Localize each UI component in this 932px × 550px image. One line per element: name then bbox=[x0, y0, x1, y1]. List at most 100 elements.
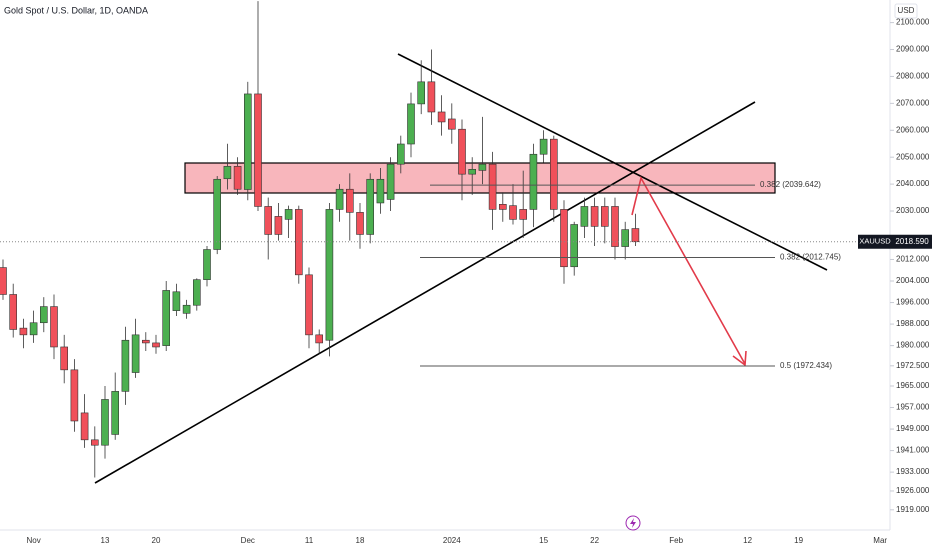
candle-body bbox=[111, 391, 119, 435]
y-tick-label: 2060.000 bbox=[896, 125, 930, 134]
candle-body bbox=[60, 346, 69, 371]
fib-label: 0.382 (2012.745) bbox=[780, 253, 841, 262]
x-tick-label: 11 bbox=[305, 536, 314, 545]
x-tick-label: Feb bbox=[669, 536, 683, 545]
y-tick-label: 1980.000 bbox=[896, 341, 930, 350]
candle-body bbox=[539, 138, 548, 155]
candle-body bbox=[70, 369, 79, 422]
event-icon[interactable] bbox=[625, 515, 641, 531]
candle-body bbox=[182, 304, 191, 314]
candle-body bbox=[396, 143, 405, 165]
y-tick-label: 2100.000 bbox=[896, 18, 930, 27]
candle-body bbox=[529, 153, 538, 210]
candle-body bbox=[162, 290, 170, 346]
last-price-box bbox=[892, 234, 932, 249]
candle-body bbox=[213, 178, 221, 250]
candle-body bbox=[29, 322, 38, 336]
candle-body bbox=[356, 212, 364, 235]
candle-body bbox=[193, 279, 201, 306]
candle-body bbox=[447, 118, 456, 130]
candle-body bbox=[611, 206, 619, 247]
candle-body bbox=[621, 229, 630, 247]
y-tick-label: 1949.000 bbox=[896, 424, 930, 433]
candle-body bbox=[50, 306, 58, 348]
y-tick-label: 2004.000 bbox=[896, 276, 930, 285]
candle-body bbox=[345, 188, 354, 213]
x-tick-label: 13 bbox=[101, 536, 110, 545]
candle-body bbox=[142, 339, 150, 344]
candle-body bbox=[19, 327, 28, 336]
x-tick-label: 19 bbox=[794, 536, 803, 545]
y-tick-label: 1972.500 bbox=[896, 361, 930, 370]
y-tick-label: 1926.000 bbox=[896, 486, 930, 495]
candle-body bbox=[121, 339, 130, 392]
chart-title: Gold Spot / U.S. Dollar, 1D, OANDA bbox=[4, 5, 148, 15]
x-tick-label: 15 bbox=[539, 536, 548, 545]
candle-body bbox=[468, 169, 477, 175]
candle-body bbox=[284, 209, 293, 220]
y-tick-label: 2040.000 bbox=[896, 179, 930, 188]
candle-body bbox=[570, 224, 579, 268]
y-tick-label: 1957.000 bbox=[896, 403, 930, 412]
candle-body bbox=[305, 274, 313, 336]
candle-body bbox=[478, 163, 487, 171]
candle-body bbox=[315, 334, 324, 344]
trendline bbox=[397, 53, 828, 271]
candle-body bbox=[498, 204, 507, 210]
candle-body bbox=[131, 334, 140, 373]
y-tick-label: 2012.000 bbox=[896, 255, 930, 264]
y-tick-label: 2070.000 bbox=[896, 98, 930, 107]
candle-body bbox=[9, 294, 17, 330]
candle-body bbox=[437, 111, 446, 123]
candle-body bbox=[91, 439, 99, 446]
candle-body bbox=[274, 216, 283, 235]
currency-box[interactable] bbox=[894, 3, 918, 19]
candle-body bbox=[549, 138, 558, 210]
y-tick-label: 1996.000 bbox=[896, 298, 930, 307]
arrow bbox=[631, 175, 747, 367]
candle-body bbox=[244, 93, 252, 190]
symbol-label: XAUUSD bbox=[859, 237, 891, 246]
candle-body bbox=[39, 306, 48, 324]
candle-body bbox=[366, 178, 375, 235]
candle-body bbox=[264, 206, 273, 235]
candle-body bbox=[590, 206, 599, 227]
candle-body bbox=[386, 163, 395, 200]
y-tick-label: 1965.000 bbox=[896, 381, 930, 390]
candles bbox=[0, 1, 640, 478]
candle-body bbox=[407, 103, 415, 145]
x-tick-label: 22 bbox=[590, 536, 599, 545]
y-tick-label: 1933.000 bbox=[896, 467, 930, 476]
y-tick-label: 2030.000 bbox=[896, 206, 930, 215]
candle-body bbox=[519, 209, 528, 220]
x-tick-label: Mar bbox=[873, 536, 887, 545]
y-tick-label: 2090.000 bbox=[896, 45, 930, 54]
y-tick-label: 2050.000 bbox=[896, 152, 930, 161]
candle-body bbox=[417, 81, 426, 105]
candle-body bbox=[172, 291, 181, 311]
candle-body bbox=[509, 205, 517, 220]
candle-body bbox=[427, 81, 436, 113]
candle-body bbox=[223, 166, 232, 180]
y-tick-label: 2080.000 bbox=[896, 72, 930, 81]
candle-body bbox=[325, 209, 334, 341]
candle-body bbox=[294, 209, 303, 276]
x-tick-label: Dec bbox=[241, 536, 255, 545]
currency: USD bbox=[898, 6, 915, 15]
candle-body bbox=[0, 267, 7, 295]
y-tick-label: 1941.000 bbox=[896, 446, 930, 455]
x-tick-label: 18 bbox=[356, 536, 365, 545]
candle-body bbox=[203, 249, 211, 280]
candle-body bbox=[80, 412, 89, 441]
x-tick-label: 2024 bbox=[443, 536, 461, 545]
trendline bbox=[94, 101, 756, 484]
candle-body bbox=[600, 206, 609, 227]
candle-body bbox=[152, 342, 160, 348]
fib-label: 0.5 (1972.434) bbox=[780, 361, 832, 370]
candle-body bbox=[101, 399, 109, 446]
candle-body bbox=[488, 163, 497, 210]
candle-body bbox=[233, 166, 242, 190]
candle-body bbox=[458, 128, 466, 175]
